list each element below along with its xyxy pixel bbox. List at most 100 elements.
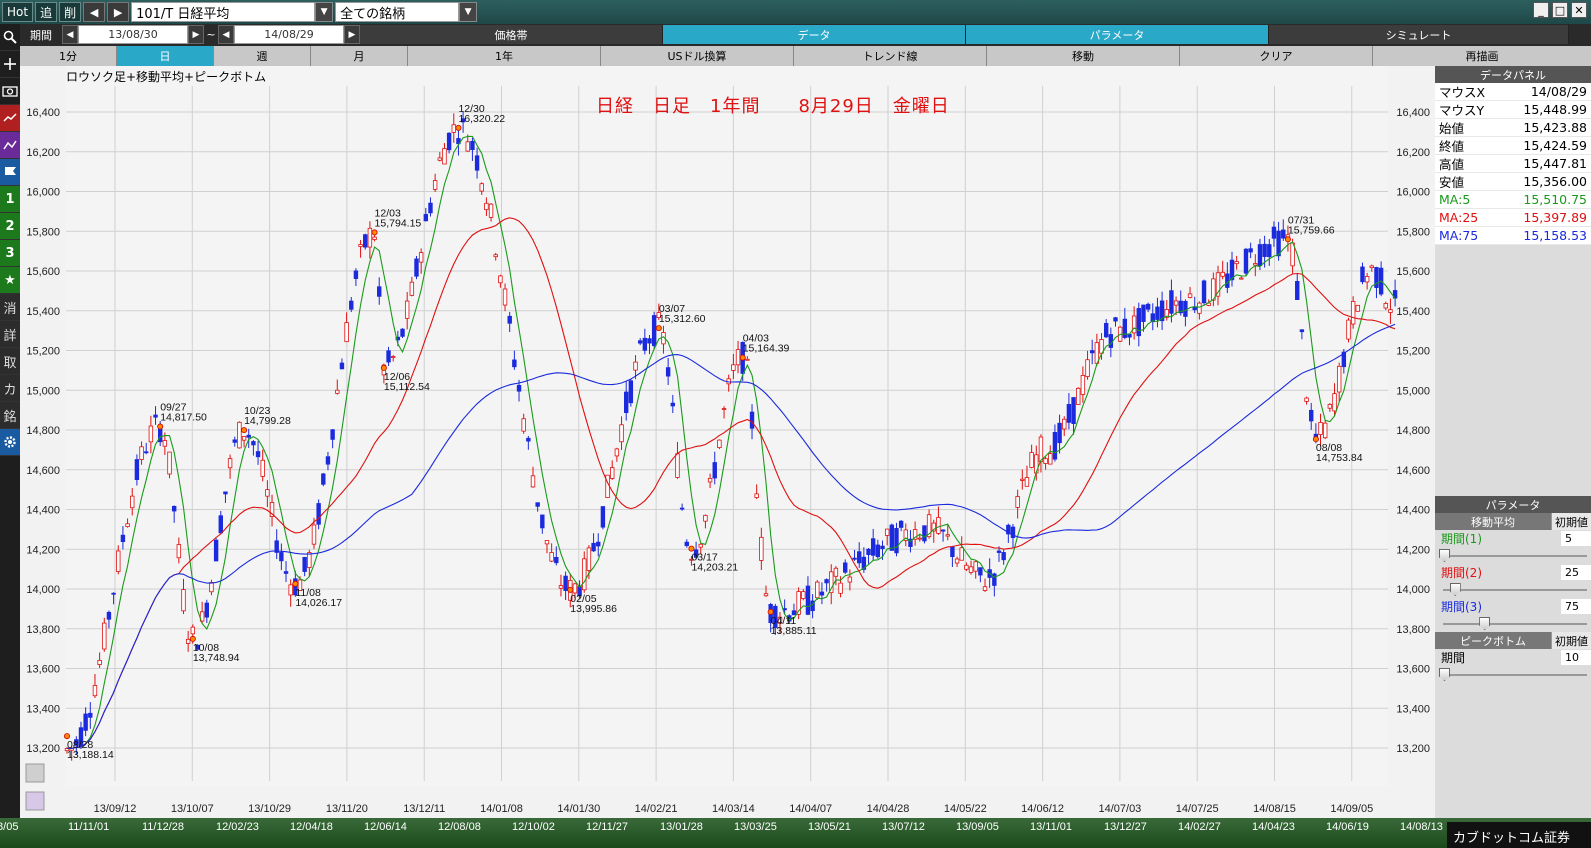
tab-monthly[interactable]: 月	[311, 46, 408, 66]
group-select[interactable]: 全ての銘柄	[335, 2, 460, 22]
datapanel-value: 15,397.89	[1523, 210, 1587, 225]
ka-button[interactable]: カ	[0, 375, 20, 402]
add-button[interactable]: 追	[35, 2, 58, 22]
candle-body	[339, 362, 345, 370]
tab-1min[interactable]: 1分	[20, 46, 117, 66]
candle-body	[237, 421, 242, 449]
candle-body	[218, 515, 223, 534]
pb-period-slider[interactable]	[1435, 666, 1591, 683]
ma-reset-button[interactable]: 初期値	[1551, 513, 1591, 530]
star-icon[interactable]: ★	[0, 267, 20, 294]
period3-slider-thumb[interactable]	[1479, 617, 1491, 630]
right-panel: データパネル マウスX 14/08/29 マウスY 15,448.99 始値 15,423…	[1435, 66, 1591, 818]
to-prev-arrow-icon[interactable]: ◀	[218, 25, 234, 44]
candle-body	[656, 312, 662, 318]
peak-value-label: 13,188.14	[67, 749, 114, 761]
candle-body	[130, 495, 135, 509]
symbol-input[interactable]: 101/T 日経平均	[131, 2, 316, 22]
ma2-button[interactable]: 2	[0, 213, 20, 240]
search-icon[interactable]	[0, 24, 20, 51]
from-next-arrow-icon[interactable]: ▶	[188, 25, 204, 44]
candle-body	[74, 739, 79, 746]
trendline-button[interactable]: トレンド線	[794, 46, 987, 66]
date-to-input[interactable]: 14/08/29	[234, 25, 344, 44]
timeline-scrollbar[interactable]: /8/05 11/11/01 11/12/28 12/02/23 12/04/18 12/…	[0, 818, 1591, 848]
tab-data[interactable]: データ	[663, 25, 966, 44]
candle-body	[153, 414, 158, 418]
candle-body	[1015, 496, 1020, 508]
tab-1year[interactable]: 1年	[408, 46, 601, 66]
peak-marker	[688, 545, 695, 552]
delete-button[interactable]: 削	[59, 2, 82, 22]
y-tick-label-left: 15,000	[26, 385, 60, 397]
gear-icon[interactable]	[0, 429, 20, 456]
period2-value[interactable]: 25	[1561, 565, 1591, 580]
trade-button[interactable]: 取	[0, 348, 20, 375]
pb-period-value[interactable]: 10	[1561, 650, 1591, 665]
period3-slider[interactable]	[1435, 615, 1591, 632]
x-tick-label: 14/05/22	[944, 803, 987, 815]
ma-line-75	[66, 323, 1396, 750]
datapanel-value: 14/08/29	[1530, 84, 1587, 99]
clear-button[interactable]: クリア	[1180, 46, 1373, 66]
candle-body	[759, 536, 764, 561]
usd-convert-button[interactable]: USドル換算	[601, 46, 794, 66]
candle-body	[1346, 319, 1351, 340]
next-arrow-icon[interactable]: ▶	[107, 2, 130, 22]
date-from-input[interactable]: 13/08/30	[78, 25, 188, 44]
timeline-date-label: 11/11/01	[68, 821, 109, 833]
to-next-arrow-icon[interactable]: ▶	[344, 25, 360, 44]
period1-slider[interactable]	[1435, 547, 1591, 564]
flag-icon[interactable]	[0, 159, 20, 186]
chart-purple-icon[interactable]	[0, 132, 20, 159]
candle-body	[316, 503, 321, 525]
chart-area[interactable]: 16,400 16,400 16,200 16,200 16,000 16,000 15,8…	[20, 66, 1435, 818]
candle-body	[106, 611, 112, 620]
candle-body	[321, 473, 326, 485]
tab-simulate[interactable]: シミュレート	[1269, 25, 1569, 44]
left-toolbar: 1 2 3 ★ 消 詳 取 カ 銘	[0, 24, 20, 848]
peak-date-label: 07/31	[1288, 214, 1314, 226]
candle-body	[470, 140, 475, 150]
period2-slider[interactable]	[1435, 581, 1591, 598]
y-tick-label-right: 14,400	[1396, 505, 1430, 517]
ma3-button[interactable]: 3	[0, 240, 20, 267]
tab-parameter[interactable]: パラメータ	[966, 25, 1269, 44]
tab-price-band[interactable]: 価格帯	[360, 25, 663, 44]
x-tick-label: 14/01/08	[480, 803, 523, 815]
camera-icon[interactable]	[0, 78, 20, 105]
close-button[interactable]: ✕	[1571, 2, 1587, 18]
period3-value[interactable]: 75	[1561, 599, 1591, 614]
x-tick-label: 13/12/11	[403, 803, 445, 815]
tab-weekly[interactable]: 週	[214, 46, 311, 66]
candle-body	[223, 491, 228, 495]
chart-red-icon[interactable]	[0, 105, 20, 132]
hot-button[interactable]: Hot	[2, 2, 34, 22]
maximize-button[interactable]: □	[1552, 2, 1568, 18]
redraw-button[interactable]: 再描画	[1373, 46, 1591, 66]
move-button[interactable]: 移動	[987, 46, 1180, 66]
group-dropdown-icon[interactable]: ▼	[459, 2, 478, 22]
period1-value[interactable]: 5	[1561, 531, 1591, 546]
candle-body	[637, 340, 643, 344]
peakbottom-reset-button[interactable]: 初期値	[1551, 632, 1591, 649]
candle-body	[414, 258, 419, 277]
pb-period-slider-thumb[interactable]	[1439, 668, 1450, 681]
candle-body	[968, 566, 974, 573]
period2-slider-thumb[interactable]	[1449, 583, 1461, 596]
prev-arrow-icon[interactable]: ◀	[83, 2, 106, 22]
candle-body	[894, 528, 899, 554]
candle-body	[97, 659, 102, 665]
cancel-button[interactable]: 消	[0, 294, 20, 321]
symbol-dropdown-icon[interactable]: ▼	[315, 2, 334, 22]
ma1-button[interactable]: 1	[0, 186, 20, 213]
minimize-button[interactable]: _	[1533, 2, 1549, 18]
detail-button[interactable]: 詳	[0, 321, 20, 348]
stock-button[interactable]: 銘	[0, 402, 20, 429]
plus-icon[interactable]	[0, 51, 20, 78]
y-tick-label-left: 16,000	[26, 187, 60, 199]
candle-body	[866, 548, 871, 555]
period1-slider-thumb[interactable]	[1439, 549, 1450, 562]
from-prev-arrow-icon[interactable]: ◀	[62, 25, 78, 44]
tab-daily[interactable]: 日	[117, 46, 214, 66]
